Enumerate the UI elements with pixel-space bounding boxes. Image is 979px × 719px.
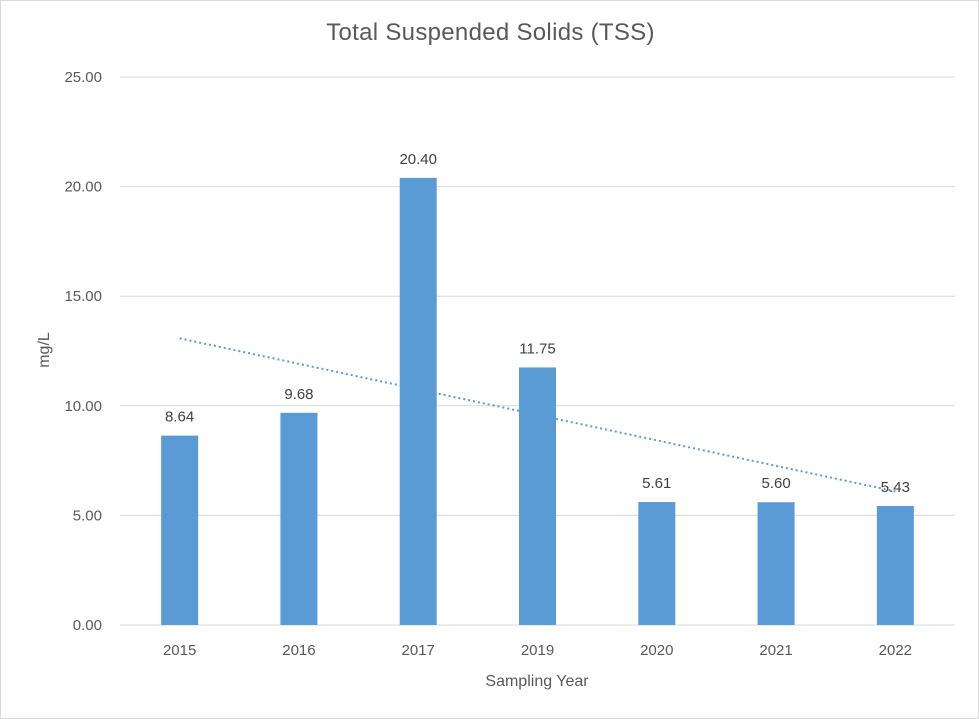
x-axis-title: Sampling Year — [485, 673, 589, 690]
x-tick-label: 2019 — [521, 642, 554, 659]
bar — [399, 177, 437, 625]
bar — [757, 502, 795, 625]
trendline — [179, 337, 896, 493]
x-tick-label: 2015 — [163, 642, 196, 659]
x-tick-label: 2022 — [879, 642, 912, 659]
y-tick-label: 10.00 — [64, 398, 102, 415]
bar — [638, 502, 676, 625]
y-tick-label: 0.00 — [73, 617, 102, 634]
trendline-layer — [179, 337, 896, 493]
y-tick-label: 25.00 — [64, 69, 102, 86]
data-label: 5.43 — [881, 479, 910, 496]
y-tick-label: 15.00 — [64, 288, 102, 305]
y-axis-title: mg/L — [36, 332, 53, 368]
x-tick-label: 2020 — [640, 642, 673, 659]
data-label: 8.64 — [165, 409, 194, 426]
x-tick-label: 2017 — [402, 642, 435, 659]
data-label: 5.61 — [642, 475, 671, 492]
y-tick-label: 20.00 — [64, 179, 102, 196]
bar — [280, 412, 318, 625]
bar — [876, 505, 914, 625]
data-label: 5.60 — [761, 475, 790, 492]
y-tick-label: 5.00 — [73, 507, 102, 524]
labels: 0.00 5.00 10.00 15.00 20.00 25.00 8.64 2015 9.68… — [64, 69, 912, 659]
data-label: 11.75 — [519, 340, 555, 357]
data-label: 20.40 — [399, 151, 437, 168]
x-tick-label: 2016 — [282, 642, 315, 659]
x-tick-label: 2021 — [759, 642, 792, 659]
bar — [519, 367, 556, 625]
chart-title: Total Suspended Solids (TSS) — [326, 19, 655, 46]
bar — [161, 435, 199, 625]
bars — [161, 177, 914, 625]
data-label: 9.68 — [284, 386, 313, 403]
